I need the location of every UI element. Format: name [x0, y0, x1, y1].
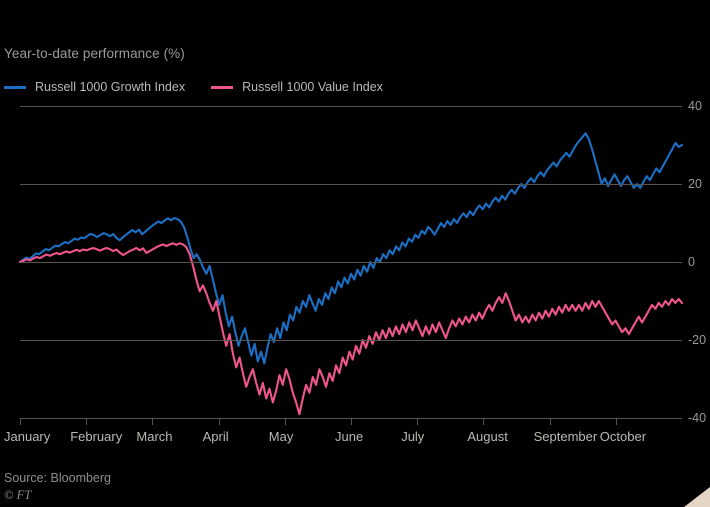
y-tick-label-20: 20 [688, 177, 702, 191]
line-russell-1000-growth [18, 132, 684, 365]
x-tick-label-june: June [335, 429, 364, 444]
gridline-20 [20, 184, 682, 185]
x-tick-june [351, 418, 352, 425]
x-tick-may [284, 418, 286, 425]
x-tick-label-march: March [136, 429, 173, 444]
series-lines [18, 132, 684, 416]
y-tick-label-0: 0 [688, 255, 695, 269]
gridline-40 [20, 106, 682, 107]
y-tick-label-40: 40 [688, 99, 702, 113]
x-tick-label-august: August [467, 429, 508, 444]
x-tick-february [86, 418, 88, 425]
chart-legend: Russell 1000 Growth Index Russell 1000 V… [4, 80, 409, 94]
source-note: Source: Bloomberg [4, 471, 112, 485]
x-tick-september [549, 418, 551, 425]
line-russell-1000-value [18, 242, 684, 416]
gridline-0 [20, 262, 682, 263]
x-tick-label-january: January [4, 429, 51, 444]
x-tick-label-october: October [599, 429, 647, 444]
x-tick-january [20, 418, 21, 425]
y-tick-label--40: -40 [688, 411, 707, 425]
copyright-note: © FT [4, 488, 32, 502]
x-tick-august [483, 418, 485, 425]
x-tick-march [152, 418, 154, 425]
x-tick-april [218, 418, 220, 425]
y-tick-label--20: -20 [688, 333, 707, 347]
x-tick-july [417, 418, 419, 425]
x-axis: January February March April May June July Augu… [0, 418, 710, 468]
x-tick-october [615, 418, 617, 425]
legend-item-growth[interactable]: Russell 1000 Growth Index [4, 80, 185, 94]
legend-swatch-value-icon [211, 85, 234, 89]
x-tick-label-april: April [202, 429, 229, 444]
legend-swatch-growth-icon [4, 85, 26, 89]
legend-label-growth: Russell 1000 Growth Index [35, 80, 186, 94]
gridline--20 [20, 340, 682, 341]
x-tick-label-september: September [533, 429, 598, 444]
x-tick-label-february: February [70, 429, 123, 444]
ft-corner-mark-icon [684, 487, 710, 507]
legend-label-value: Russell 1000 Value Index [242, 80, 383, 94]
x-tick-label-may: May [268, 429, 294, 444]
x-tick-label-july: July [401, 429, 425, 444]
legend-item-value[interactable]: Russell 1000 Value Index [211, 80, 383, 94]
chart-title: Year-to-date performance (%) [4, 46, 185, 61]
plot-area: 40 20 0 -20 -40 [0, 95, 710, 430]
